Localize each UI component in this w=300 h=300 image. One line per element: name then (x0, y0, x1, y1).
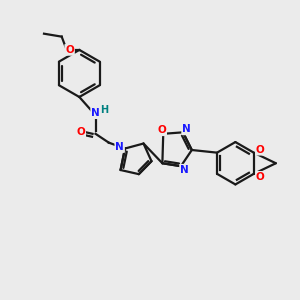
Text: O: O (76, 127, 85, 137)
Text: N: N (91, 108, 100, 118)
Text: N: N (182, 124, 191, 134)
Text: O: O (256, 145, 265, 155)
Text: O: O (158, 125, 166, 135)
Text: N: N (115, 142, 124, 152)
Text: N: N (180, 165, 189, 175)
Text: O: O (256, 172, 265, 182)
Text: O: O (65, 45, 74, 55)
Text: H: H (100, 105, 108, 115)
